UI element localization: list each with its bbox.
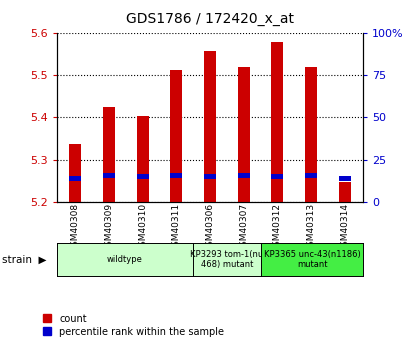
Bar [305, 67, 317, 202]
Bar [103, 107, 115, 202]
Text: GDS1786 / 172420_x_at: GDS1786 / 172420_x_at [126, 12, 294, 26]
Bar [204, 174, 216, 179]
Text: strain  ▶: strain ▶ [2, 255, 47, 265]
Text: KP3293 tom-1(nu
468) mutant: KP3293 tom-1(nu 468) mutant [190, 250, 264, 269]
Bar [69, 176, 81, 181]
Bar [271, 174, 283, 179]
Bar [137, 116, 149, 202]
Bar [137, 174, 149, 179]
Bar [271, 42, 283, 202]
Bar [339, 183, 351, 202]
Bar [238, 173, 249, 178]
Bar [339, 176, 351, 181]
Bar [171, 173, 182, 178]
Text: wildtype: wildtype [107, 255, 143, 264]
Bar [305, 173, 317, 178]
Bar [171, 70, 182, 202]
Bar [103, 173, 115, 178]
Text: KP3365 unc-43(n1186)
mutant: KP3365 unc-43(n1186) mutant [264, 250, 361, 269]
Bar [204, 51, 216, 202]
Bar [238, 67, 249, 202]
Legend: count, percentile rank within the sample: count, percentile rank within the sample [43, 314, 224, 337]
Bar [69, 144, 81, 202]
